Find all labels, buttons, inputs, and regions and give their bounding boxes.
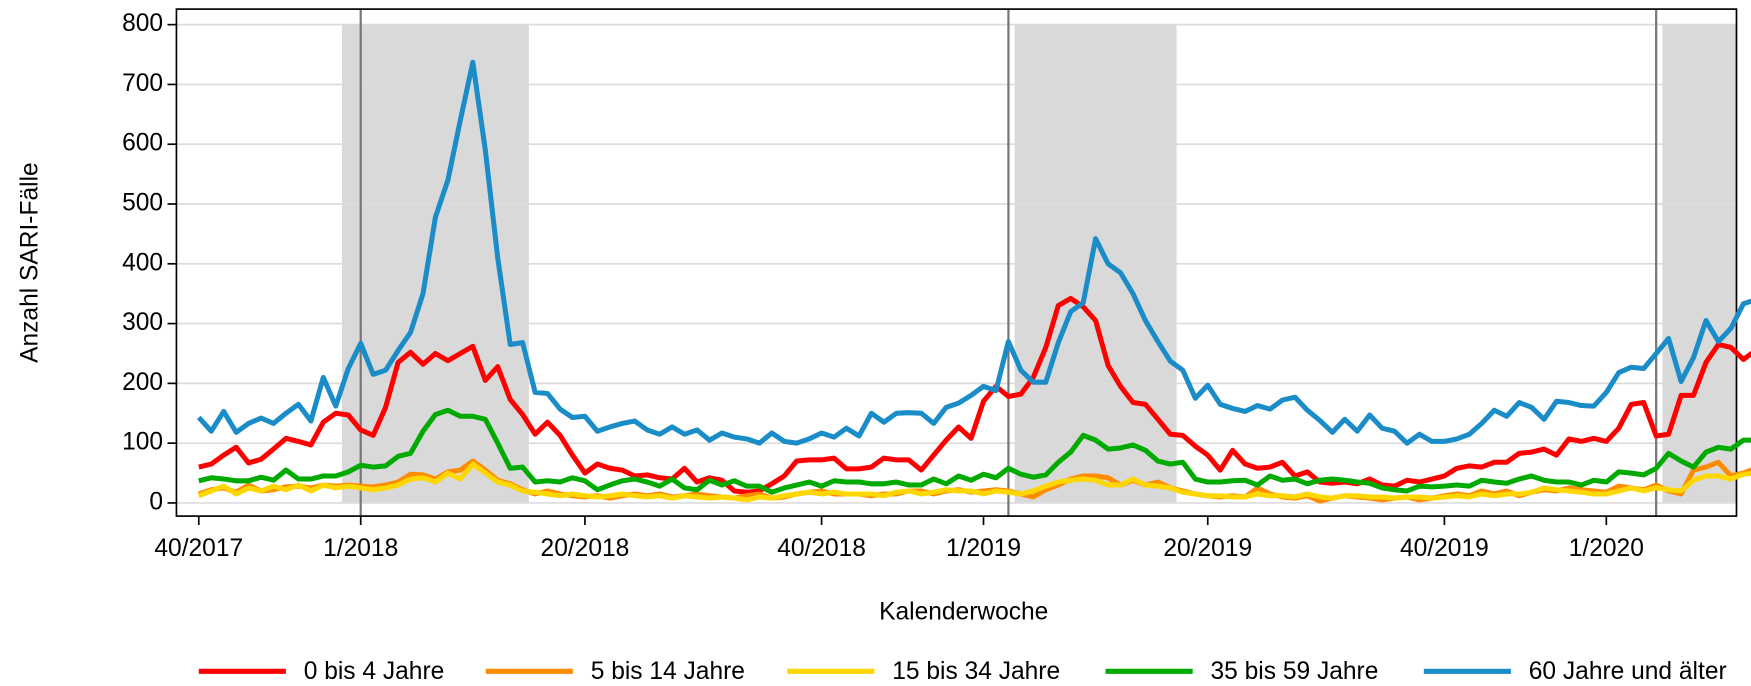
x-tick-label: 20/2019 <box>1163 535 1252 562</box>
y-tick-label: 800 <box>122 10 163 37</box>
legend-label: 0 bis 4 Jahre <box>304 658 445 685</box>
x-tick-label: 1/2018 <box>323 535 398 562</box>
series-line <box>198 407 1751 495</box>
x-tick-label: 1/2020 <box>1569 535 1644 562</box>
y-tick-label: 0 <box>149 488 163 515</box>
x-tick-label: 40/2017 <box>154 535 243 562</box>
plot-frame <box>175 8 1738 517</box>
y-tick-label: 600 <box>122 130 163 157</box>
x-tick-label: 1/2019 <box>946 535 1021 562</box>
y-tick-label: 100 <box>122 429 163 456</box>
series-line <box>197 461 1751 503</box>
x-tick-label: 20/2018 <box>541 535 630 562</box>
y-tick-label: 500 <box>122 189 163 216</box>
legend-label: 5 bis 14 Jahre <box>591 658 745 685</box>
y-axis-title: Anzahl SARI-Fälle <box>17 162 44 363</box>
y-tick-label: 300 <box>122 309 163 336</box>
legend-label: 60 Jahre und älter <box>1529 658 1727 685</box>
legend-label: 35 bis 59 Jahre <box>1211 658 1379 685</box>
y-tick-label: 400 <box>122 249 163 276</box>
y-tick-label: 200 <box>122 369 163 396</box>
x-tick-label: 40/2019 <box>1400 535 1489 562</box>
legend-label: 15 bis 34 Jahre <box>892 658 1060 685</box>
series-line <box>198 295 1751 495</box>
x-tick-label: 40/2018 <box>777 535 866 562</box>
series-line <box>196 59 1751 446</box>
x-axis-title: Kalenderwoche <box>879 599 1048 626</box>
y-tick-label: 700 <box>122 70 163 97</box>
